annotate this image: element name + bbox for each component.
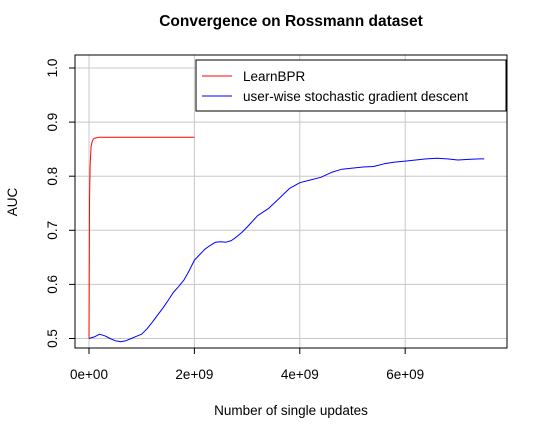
chart-title: Convergence on Rossmann dataset bbox=[159, 13, 423, 30]
x-tick-label: 6e+09 bbox=[386, 367, 424, 382]
y-tick-label: 0.5 bbox=[45, 329, 60, 348]
series-layer bbox=[88, 136, 485, 343]
y-tick-label: 0.7 bbox=[45, 221, 60, 240]
plot-frame bbox=[74, 54, 508, 349]
x-tick-label: 4e+09 bbox=[281, 367, 319, 382]
legend-label: LearnBPR bbox=[243, 69, 306, 84]
y-tick-label: 0.6 bbox=[45, 275, 60, 294]
x-axis-label: Number of single updates bbox=[214, 403, 368, 418]
x-axis: 0e+00 2e+09 4e+09 6e+09 bbox=[70, 348, 424, 382]
series-line-learnbpr bbox=[88, 136, 195, 339]
series-line-sgd bbox=[88, 157, 485, 343]
y-axis-label: AUC bbox=[5, 188, 20, 217]
y-axis: 0.5 0.6 0.7 0.8 0.9 1.0 bbox=[45, 59, 75, 348]
legend: LearnBPR user-wise stochastic gradient de… bbox=[195, 59, 507, 112]
legend-box bbox=[195, 59, 507, 112]
legend-label: user-wise stochastic gradient descent bbox=[243, 89, 468, 104]
y-tick-label: 1.0 bbox=[45, 59, 60, 78]
y-tick-label: 0.9 bbox=[45, 113, 60, 132]
x-tick-label: 0e+00 bbox=[70, 367, 108, 382]
y-tick-label: 0.8 bbox=[45, 167, 60, 186]
x-tick-label: 2e+09 bbox=[175, 367, 213, 382]
